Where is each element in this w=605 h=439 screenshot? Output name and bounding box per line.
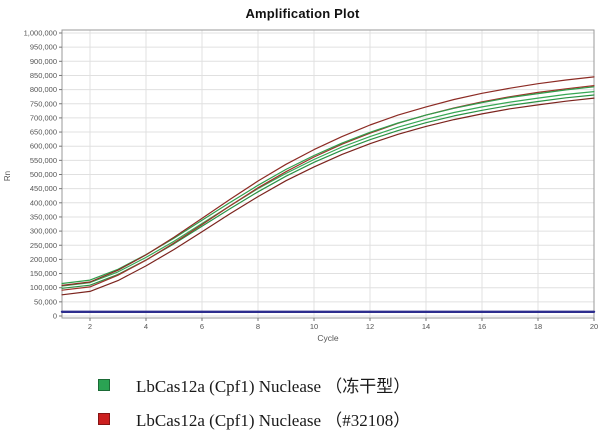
y-tick-label: 350,000 bbox=[30, 212, 57, 221]
y-tick-label: 900,000 bbox=[30, 57, 57, 66]
legend: LbCas12a (Cpf1) Nuclease （冻干型） LbCas12a … bbox=[98, 372, 410, 431]
series-curve bbox=[61, 97, 595, 296]
y-tick-label: 650,000 bbox=[30, 128, 57, 137]
green-swatch-icon bbox=[98, 378, 110, 391]
y-tick-label: 800,000 bbox=[30, 85, 57, 94]
x-axis-title: Cycle bbox=[317, 333, 339, 343]
amplification-plot-chart: 0 50,000 100,000 150,000 200,000 250,000 300,0… bbox=[3, 29, 598, 344]
y-tick-label: 200,000 bbox=[30, 255, 57, 264]
x-tick-label: 4 bbox=[144, 322, 148, 331]
y-tick-label: 750,000 bbox=[30, 99, 57, 108]
series-curve bbox=[61, 76, 595, 286]
y-tick-label: 550,000 bbox=[30, 156, 57, 165]
y-tick-label: 400,000 bbox=[30, 198, 57, 207]
x-tick-label: 14 bbox=[422, 322, 430, 331]
legend-label-lyophilized: LbCas12a (Cpf1) Nuclease （冻干型） bbox=[136, 377, 411, 396]
x-tick-label: 20 bbox=[590, 322, 598, 331]
y-tick-label: 50,000 bbox=[34, 297, 57, 306]
y-tick-label: 0 bbox=[53, 312, 57, 321]
x-tick-label: 18 bbox=[534, 322, 542, 331]
y-tick-label: 850,000 bbox=[30, 71, 57, 80]
y-tick-label: 450,000 bbox=[30, 184, 57, 193]
y-tick-label: 300,000 bbox=[30, 227, 57, 236]
plot-title: Amplification Plot bbox=[245, 6, 360, 21]
y-tick-label: 100,000 bbox=[30, 283, 57, 292]
y-axis-title: Rn bbox=[3, 171, 12, 181]
y-tick-label: 500,000 bbox=[30, 170, 57, 179]
red-swatch-icon bbox=[98, 412, 110, 425]
x-tick-label: 16 bbox=[478, 322, 486, 331]
x-tick-label: 8 bbox=[256, 322, 260, 331]
x-tick-label: 12 bbox=[366, 322, 374, 331]
series-curve bbox=[61, 84, 595, 291]
y-tick-label: 150,000 bbox=[30, 269, 57, 278]
y-tick-label: 600,000 bbox=[30, 142, 57, 151]
x-tick-label: 2 bbox=[88, 322, 92, 331]
legend-label-32108: LbCas12a (Cpf1) Nuclease （#32108） bbox=[136, 411, 411, 430]
x-tick-label: 10 bbox=[310, 322, 318, 331]
y-tick-label: 250,000 bbox=[30, 241, 57, 250]
legend-item-lyophilized: LbCas12a (Cpf1) Nuclease （冻干型） bbox=[98, 372, 410, 397]
y-tick-label: 700,000 bbox=[30, 113, 57, 122]
legend-item-32108: LbCas12a (Cpf1) Nuclease （#32108） bbox=[98, 406, 410, 431]
y-tick-label: 1,000,000 bbox=[24, 29, 57, 38]
series-curve bbox=[61, 90, 595, 287]
x-tick-label: 6 bbox=[200, 322, 204, 331]
y-tick-label: 950,000 bbox=[30, 43, 57, 52]
